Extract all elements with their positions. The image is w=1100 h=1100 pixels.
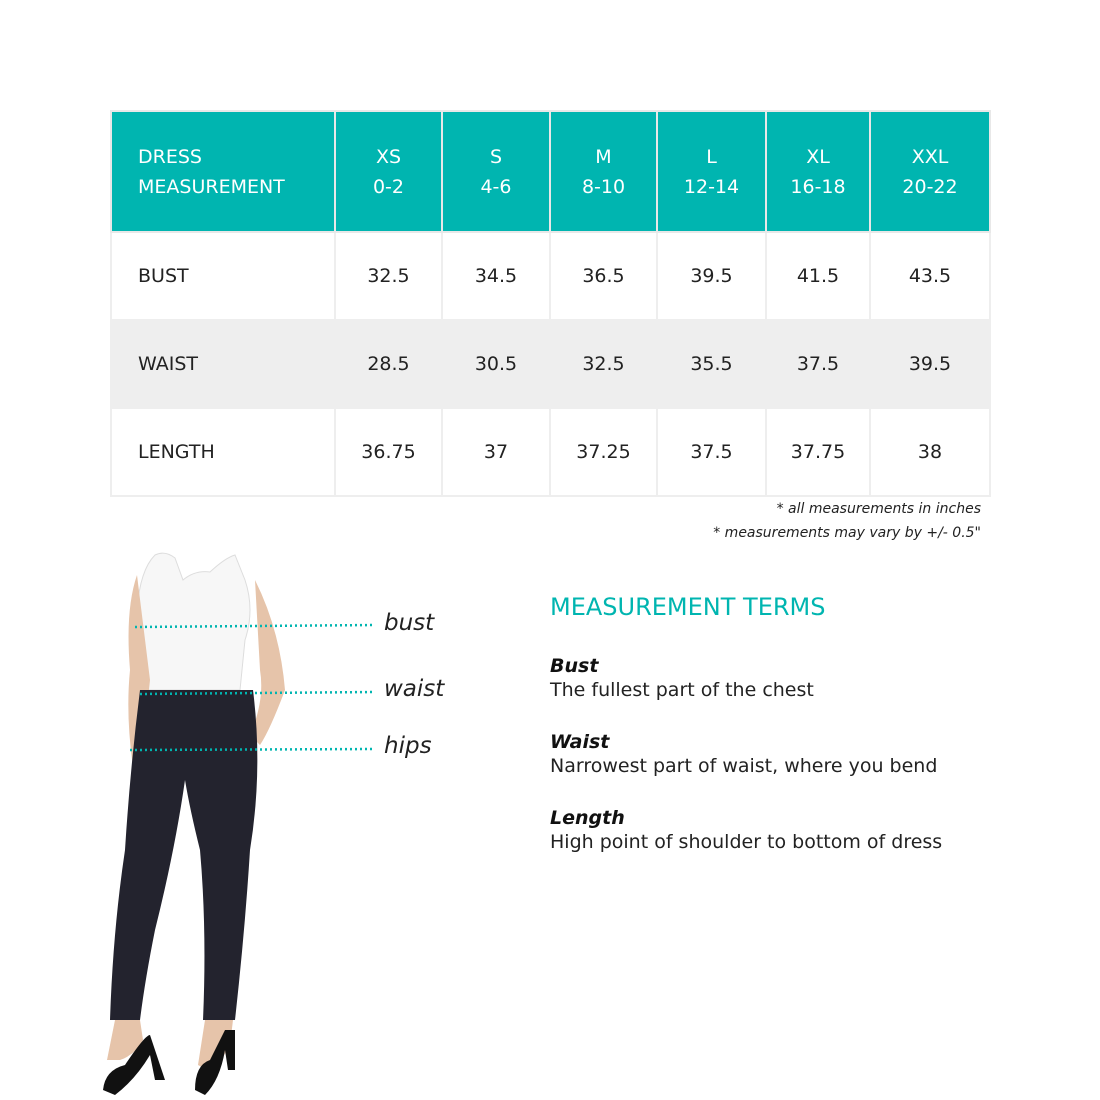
note-units: * all measurements in inches bbox=[776, 501, 981, 517]
table-row-waist: WAIST 28.5 30.5 32.5 35.5 37.5 39.5 bbox=[110, 319, 991, 409]
measurement-terms: MEASUREMENT TERMS Bust The fullest part o… bbox=[550, 593, 942, 883]
cell-value: 39.5 bbox=[869, 319, 991, 409]
bust-guide-line bbox=[134, 623, 376, 629]
cell-value: 38 bbox=[869, 407, 991, 497]
term-waist: Waist Narrowest part of waist, where you … bbox=[550, 731, 938, 777]
table-row-length: LENGTH 36.75 37 37.25 37.5 37.75 38 bbox=[110, 407, 991, 497]
cell-value: 43.5 bbox=[869, 231, 991, 321]
header-size-xs: XS 0-2 bbox=[334, 110, 443, 233]
cell-value: 37.5 bbox=[765, 319, 871, 409]
cell-value: 34.5 bbox=[441, 231, 551, 321]
header-size-xxl: XXL 20-22 bbox=[869, 110, 991, 233]
header-size-s: S 4-6 bbox=[441, 110, 551, 233]
cell-value: 37 bbox=[441, 407, 551, 497]
header-size-m: M 8-10 bbox=[549, 110, 658, 233]
model-illustration bbox=[103, 552, 285, 1095]
row-label: WAIST bbox=[110, 319, 336, 409]
cell-value: 37.75 bbox=[765, 407, 871, 497]
header-measurement: DRESS MEASUREMENT bbox=[110, 110, 336, 233]
cell-value: 41.5 bbox=[765, 231, 871, 321]
cell-value: 30.5 bbox=[441, 319, 551, 409]
term-bust: Bust The fullest part of the chest bbox=[550, 655, 814, 701]
row-label: BUST bbox=[110, 231, 336, 321]
row-label: LENGTH bbox=[110, 407, 336, 497]
cell-value: 36.75 bbox=[334, 407, 443, 497]
header-row: DRESS MEASUREMENT XS 0-2 S 4-6 M 8-10 L 12-14… bbox=[110, 110, 991, 233]
label-bust: bust bbox=[384, 610, 435, 636]
term-length: Length High point of shoulder to bottom o… bbox=[550, 807, 943, 853]
header-size-xl: XL 16-18 bbox=[765, 110, 871, 233]
cell-value: 28.5 bbox=[334, 319, 443, 409]
label-hips: hips bbox=[384, 733, 432, 759]
table-row-bust: BUST 32.5 34.5 36.5 39.5 41.5 43.5 bbox=[110, 231, 991, 321]
header-size-l: L 12-14 bbox=[656, 110, 767, 233]
cell-value: 35.5 bbox=[656, 319, 767, 409]
label-waist: waist bbox=[384, 676, 445, 702]
waist-guide-line bbox=[139, 690, 376, 696]
cell-value: 37.25 bbox=[549, 407, 658, 497]
size-table: DRESS MEASUREMENT XS 0-2 S 4-6 M 8-10 L 12-14… bbox=[110, 110, 991, 497]
cell-value: 32.5 bbox=[549, 319, 658, 409]
cell-value: 37.5 bbox=[656, 407, 767, 497]
terms-title: MEASUREMENT TERMS bbox=[550, 593, 826, 621]
hips-guide-line bbox=[129, 747, 376, 752]
note-variance: * measurements may vary by +/- 0.5" bbox=[713, 525, 981, 541]
model-figure bbox=[103, 552, 376, 1095]
cell-value: 39.5 bbox=[656, 231, 767, 321]
cell-value: 36.5 bbox=[549, 231, 658, 321]
cell-value: 32.5 bbox=[334, 231, 443, 321]
